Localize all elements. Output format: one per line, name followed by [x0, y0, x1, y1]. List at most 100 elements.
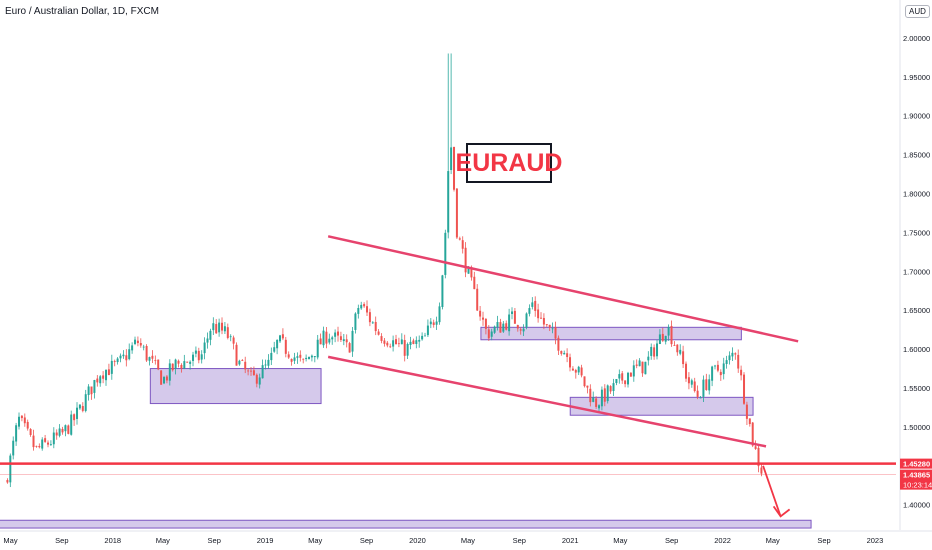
candle-body [748, 418, 751, 425]
candle-body [180, 364, 183, 369]
candle-body [392, 340, 395, 347]
candle-body [650, 346, 653, 356]
candle-body [629, 372, 632, 377]
candle-body [229, 336, 232, 338]
candle-body [160, 370, 163, 385]
candle-body [351, 330, 354, 352]
candle-body [38, 446, 41, 448]
candle-body [221, 322, 224, 331]
time-tick-label: 2020 [409, 536, 426, 545]
candle-body [12, 440, 15, 456]
candle-body [107, 369, 110, 375]
candle-body [52, 432, 55, 445]
candle-body [331, 337, 334, 340]
candle-body [699, 397, 702, 399]
candle-body [751, 422, 754, 446]
candle-body [560, 350, 563, 354]
candle-body [58, 428, 61, 436]
candle-body [618, 374, 621, 379]
time-tick-label: 2021 [562, 536, 579, 545]
candle-body [32, 435, 35, 448]
candle-body [310, 355, 313, 358]
candle-body [113, 361, 116, 362]
candle-body [212, 323, 215, 331]
candle-body [467, 267, 470, 274]
candle-body [183, 361, 186, 369]
candle-body [26, 421, 29, 429]
candle-body [638, 360, 641, 367]
candle-body [270, 352, 273, 361]
candle-body [189, 361, 192, 364]
price-tick-label: 2.00000 [903, 34, 930, 43]
countdown-label: 10:23:14 [903, 481, 932, 490]
candle-body [598, 405, 601, 409]
candle-body [702, 379, 705, 397]
candle-body [67, 425, 70, 434]
candle-body [354, 313, 357, 330]
time-tick-label: Sep [665, 536, 678, 545]
candle-body [754, 446, 757, 449]
candle-body [450, 147, 453, 171]
candle-body [421, 335, 424, 340]
candle-body [328, 338, 331, 343]
candle-body [708, 379, 711, 391]
candle-body [247, 370, 250, 372]
price-badge-label: 1.45280 [903, 460, 930, 469]
candle-body [305, 357, 308, 360]
candle-body [389, 346, 392, 348]
candle-body [383, 340, 386, 344]
candle-body [363, 304, 366, 307]
candle-body [125, 355, 128, 361]
candle-body [458, 238, 461, 240]
candle-body [374, 321, 377, 332]
candle-body [87, 386, 90, 396]
symbol-title: Euro / Australian Dollar, 1D, FXCM [5, 6, 159, 17]
zone-rect [0, 519, 812, 529]
candle-body [78, 404, 81, 409]
candle-body [339, 336, 342, 340]
candle-body [476, 288, 479, 311]
candle-body [534, 300, 537, 311]
price-tick-label: 1.90000 [903, 112, 930, 121]
candle-body [670, 325, 673, 345]
candle-body [244, 361, 247, 370]
candle-body [334, 332, 337, 337]
candle-body [563, 352, 566, 355]
candle-body [400, 339, 403, 345]
candle-body [592, 397, 595, 402]
candle-body [737, 354, 740, 369]
candle-body [441, 275, 444, 308]
candle-body [653, 347, 656, 357]
candle-body [366, 306, 369, 313]
candle-body [577, 366, 580, 373]
candle-body [23, 417, 26, 424]
candle-body [690, 380, 693, 385]
candle-body [371, 322, 374, 324]
candle-body [395, 339, 398, 345]
candle-body [235, 344, 238, 366]
candle-body [110, 360, 113, 374]
candle-body [136, 340, 139, 344]
candle-body [490, 331, 493, 337]
candle-body [252, 370, 255, 376]
candle-body [174, 359, 177, 369]
candle-body [96, 378, 99, 383]
price-axis: 2.00000 1.95000 1.90000 1.85000 1.80000 1.750… [899, 0, 932, 530]
candle-body [714, 365, 717, 367]
candle-body [105, 369, 108, 381]
candle-body [55, 432, 58, 436]
candle-body [615, 379, 618, 384]
projection-arrow [762, 465, 782, 517]
candle-body [673, 345, 676, 346]
candle-body [531, 302, 534, 307]
candle-body [131, 345, 134, 351]
candle-body [44, 438, 47, 442]
candle-body [484, 318, 487, 329]
candle-body [319, 338, 322, 345]
candle-body [693, 381, 696, 392]
currency-badge[interactable]: AUD [905, 5, 930, 18]
candle-body [612, 383, 615, 391]
candle-body [293, 357, 296, 361]
candle-body [287, 354, 290, 358]
